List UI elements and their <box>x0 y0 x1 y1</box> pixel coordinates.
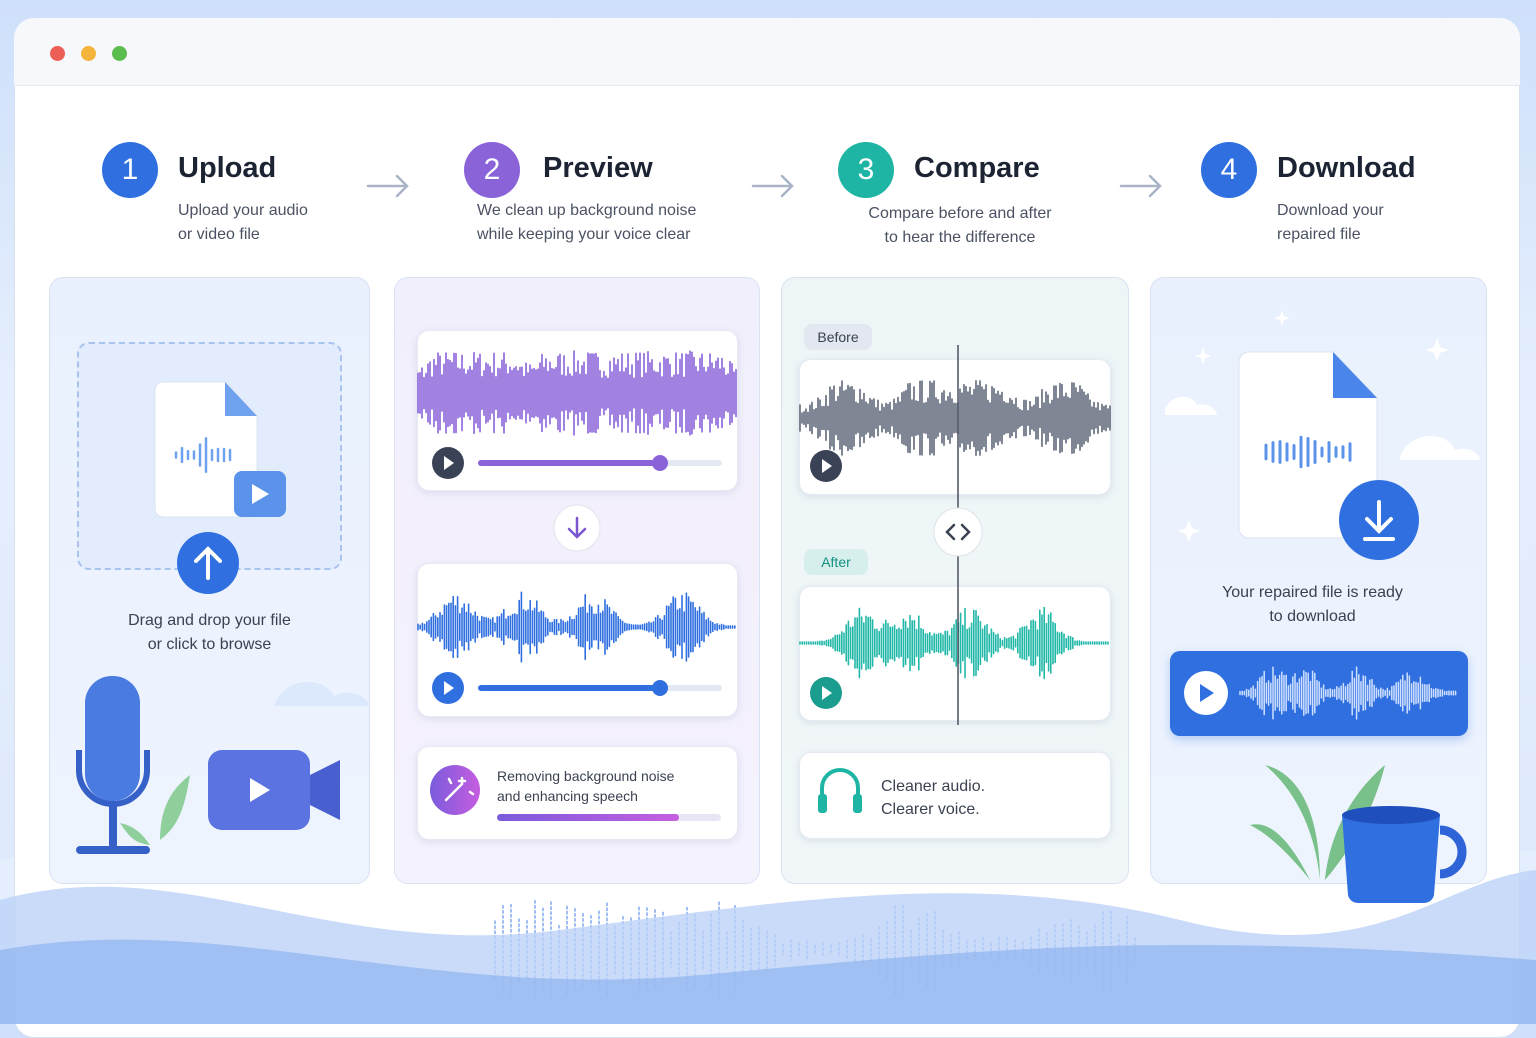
line: Drag and drop your file <box>128 612 291 629</box>
close-dot[interactable] <box>50 46 65 61</box>
step-number: 1 <box>102 142 158 198</box>
upload-prompt: Drag and drop your file or click to brows… <box>49 609 370 657</box>
title-bar <box>14 18 1520 86</box>
step-description: Compare before and after to hear the diff… <box>860 202 1060 250</box>
line: Your repaired file is ready <box>1222 584 1403 601</box>
waveform <box>1239 666 1457 720</box>
line: to hear the difference <box>884 229 1036 246</box>
minimize-dot[interactable] <box>81 46 96 61</box>
step-number: 4 <box>1201 142 1257 198</box>
caption: Cleaner audio. Clearer voice. <box>881 775 985 821</box>
waveform <box>417 591 736 663</box>
step-title: Upload <box>178 152 277 184</box>
line: or click to browse <box>147 636 272 653</box>
line: repaired file <box>1277 226 1361 243</box>
line: Clearer voice. <box>881 801 980 818</box>
line: Cleaner audio. <box>881 778 986 795</box>
before-card <box>799 359 1111 495</box>
line: Upload your audio <box>178 202 308 219</box>
slider-knob[interactable] <box>652 680 668 696</box>
progress-track <box>478 685 722 691</box>
step-title: Preview <box>543 152 653 184</box>
caption-card <box>799 752 1111 839</box>
step-arrows <box>366 174 1162 198</box>
line: while keeping your voice clear <box>477 226 691 243</box>
waveform <box>174 437 232 473</box>
play-button[interactable] <box>1184 671 1228 715</box>
maximize-dot[interactable] <box>112 46 127 61</box>
progress-track <box>478 460 722 466</box>
play-button[interactable] <box>432 447 464 479</box>
progress-fill <box>478 460 661 466</box>
play-button[interactable] <box>810 450 842 482</box>
play-button[interactable] <box>432 672 464 704</box>
line: to download <box>1269 608 1356 625</box>
step-title: Download <box>1277 152 1416 184</box>
line: Download your <box>1277 202 1384 219</box>
compare-illustration <box>799 345 1111 813</box>
line: We clean up background noise <box>477 202 697 219</box>
slider-knob[interactable] <box>652 455 668 471</box>
line: Compare before and after <box>868 205 1052 222</box>
line: and enhancing speech <box>497 788 638 804</box>
waveform <box>799 380 1111 456</box>
status-text: Removing background noise and enhancing s… <box>497 766 674 806</box>
step-number: 3 <box>838 142 894 198</box>
upload-illustration <box>76 381 370 854</box>
waveform <box>417 350 737 436</box>
before-label: Before <box>804 324 872 350</box>
download-illustration <box>1238 351 1467 904</box>
ready-message: Your repaired file is ready to download <box>1150 581 1475 629</box>
step-number: 2 <box>464 142 520 198</box>
progress-fill <box>478 685 661 691</box>
waveform <box>799 606 1109 680</box>
line: Removing background noise <box>497 768 675 784</box>
step-description: Download your repaired file <box>1277 199 1384 247</box>
waveform <box>1264 435 1352 469</box>
line: or video file <box>178 226 260 243</box>
step-description: We clean up background noise while keepin… <box>477 199 696 247</box>
play-button[interactable] <box>810 677 842 709</box>
step-title: Compare <box>914 152 1040 184</box>
preview-illustration <box>417 350 737 821</box>
after-label: After <box>804 549 868 575</box>
step-description: Upload your audio or video file <box>178 199 308 247</box>
